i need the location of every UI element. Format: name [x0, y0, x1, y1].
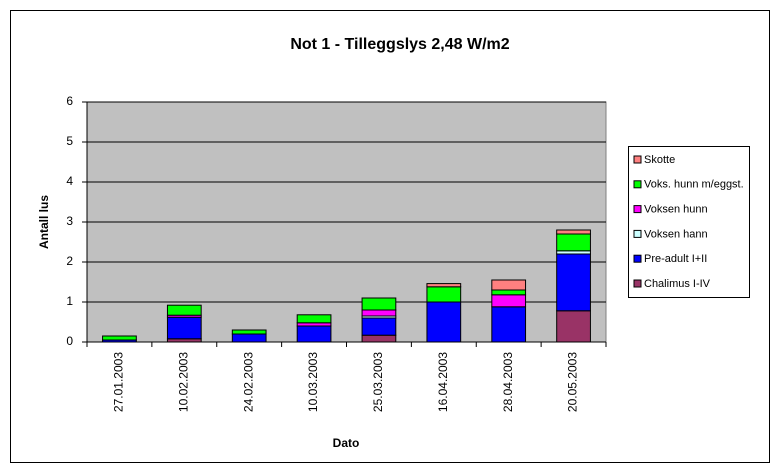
bar-segment — [296, 314, 332, 324]
legend-box — [628, 146, 750, 298]
bar-segment — [556, 310, 591, 343]
bar-segment — [361, 309, 397, 317]
bar-segment — [361, 297, 397, 311]
x-tick-label: 25.03.2003 — [371, 352, 385, 412]
bar-segment — [426, 301, 462, 343]
bar-segment — [556, 253, 591, 312]
x-tick-label: 24.02.2003 — [241, 352, 255, 412]
bar-segment — [102, 335, 137, 341]
bar-segment — [491, 289, 527, 296]
bar-segment — [296, 325, 332, 343]
bar-segment — [166, 304, 202, 316]
bar-segment — [556, 233, 591, 252]
x-tick-label: 27.01.2003 — [112, 352, 126, 412]
bar-segment — [491, 279, 527, 291]
legend-label: Pre-adult I+II — [644, 253, 707, 265]
bar-segment — [361, 334, 397, 343]
legend-swatch — [633, 229, 642, 238]
x-tick-label: 16.04.2003 — [436, 352, 450, 412]
bar-segment — [231, 333, 267, 343]
bar-segment — [426, 286, 462, 303]
y-tick-label: 0 — [66, 334, 73, 348]
y-tick-label: 3 — [66, 214, 73, 228]
x-tick-label: 10.02.2003 — [176, 352, 190, 412]
y-tick-label: 6 — [66, 94, 73, 108]
bar-segment — [231, 329, 267, 335]
y-tick-label: 4 — [66, 174, 73, 188]
x-axis-title: Dato — [333, 436, 360, 450]
legend-swatch — [633, 205, 642, 214]
y-tick-label: 5 — [66, 134, 73, 148]
legend-swatch — [633, 155, 642, 164]
bar-segment — [166, 316, 202, 340]
y-tick-label: 2 — [66, 254, 73, 268]
x-tick-label: 20.05.2003 — [566, 352, 580, 412]
legend-swatch — [633, 180, 642, 189]
bar-segment — [361, 317, 397, 336]
legend-label: Voksen hann — [644, 228, 708, 240]
legend-swatch — [633, 254, 642, 263]
legend-label: Voksen hunn — [644, 204, 708, 216]
bar-segment — [491, 306, 527, 343]
x-tick-label: 10.03.2003 — [306, 352, 320, 412]
chart-title: Not 1 - Tilleggslys 2,48 W/m2 — [290, 36, 509, 53]
legend-swatch — [633, 279, 642, 288]
y-tick-label: 1 — [66, 294, 73, 308]
legend-label: Skotte — [644, 154, 675, 166]
legend-label: Voks. hunn m/eggst. — [644, 179, 744, 191]
bar-segment — [556, 229, 591, 235]
legend-label: Chalimus I-IV — [644, 278, 711, 290]
x-tick-label: 28.04.2003 — [501, 352, 515, 412]
y-axis-title: Antall lus — [37, 195, 51, 249]
bar-segment — [491, 294, 527, 308]
bar-segment — [426, 283, 462, 288]
